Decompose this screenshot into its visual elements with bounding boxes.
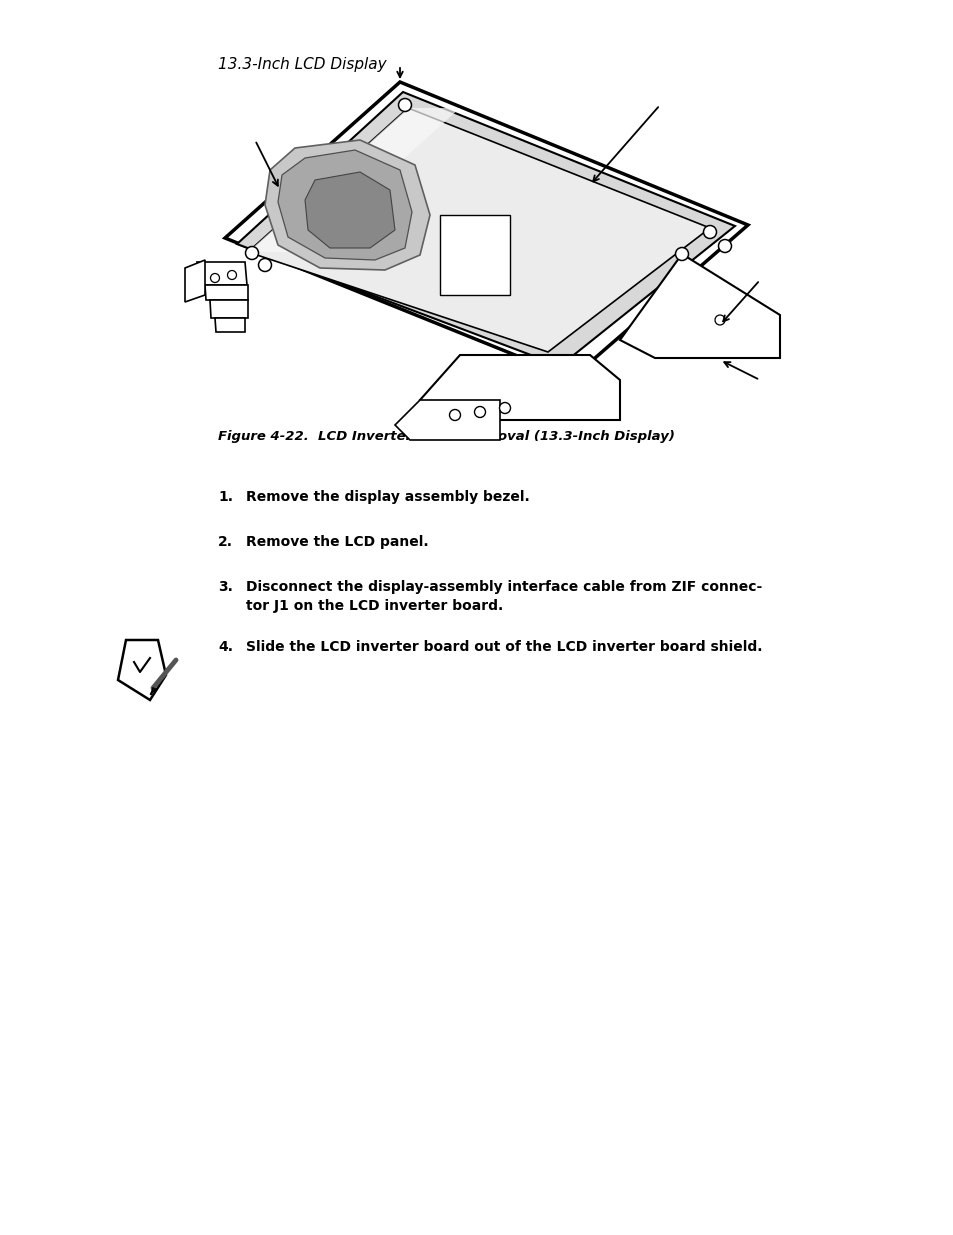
Polygon shape <box>248 107 709 352</box>
Circle shape <box>398 99 411 111</box>
Polygon shape <box>118 640 166 700</box>
Circle shape <box>675 247 688 261</box>
Circle shape <box>714 315 724 325</box>
Text: Remove the LCD panel.: Remove the LCD panel. <box>246 535 428 550</box>
Circle shape <box>227 270 236 279</box>
Polygon shape <box>214 317 245 332</box>
Circle shape <box>211 273 219 283</box>
Circle shape <box>258 258 272 272</box>
Polygon shape <box>248 107 459 252</box>
Text: Remove the display assembly bezel.: Remove the display assembly bezel. <box>246 490 529 504</box>
Polygon shape <box>210 300 248 317</box>
Polygon shape <box>619 254 780 358</box>
Circle shape <box>718 240 731 252</box>
Text: tor J1 on the LCD inverter board.: tor J1 on the LCD inverter board. <box>246 599 503 613</box>
Text: 1.: 1. <box>218 490 233 504</box>
Text: 3.: 3. <box>218 580 233 594</box>
Text: 4.: 4. <box>218 640 233 655</box>
Text: Figure 4-22.  LCD Inverter Board Removal (13.3-Inch Display): Figure 4-22. LCD Inverter Board Removal … <box>218 430 674 443</box>
Polygon shape <box>185 261 205 303</box>
Circle shape <box>474 406 485 417</box>
Polygon shape <box>265 140 430 270</box>
Polygon shape <box>395 400 499 440</box>
Polygon shape <box>277 149 412 261</box>
Text: 13.3-Inch LCD Display: 13.3-Inch LCD Display <box>218 57 386 72</box>
Circle shape <box>449 410 460 420</box>
Polygon shape <box>196 262 247 285</box>
Circle shape <box>702 226 716 238</box>
Circle shape <box>499 403 510 414</box>
Polygon shape <box>419 354 619 420</box>
Polygon shape <box>236 91 734 366</box>
Polygon shape <box>305 172 395 248</box>
Circle shape <box>245 247 258 259</box>
Text: 2.: 2. <box>218 535 233 550</box>
Polygon shape <box>225 82 747 378</box>
Polygon shape <box>439 215 510 295</box>
Polygon shape <box>205 285 248 300</box>
Text: Disconnect the display-assembly interface cable from ZIF connec-: Disconnect the display-assembly interfac… <box>246 580 761 594</box>
Text: Slide the LCD inverter board out of the LCD inverter board shield.: Slide the LCD inverter board out of the … <box>246 640 761 655</box>
